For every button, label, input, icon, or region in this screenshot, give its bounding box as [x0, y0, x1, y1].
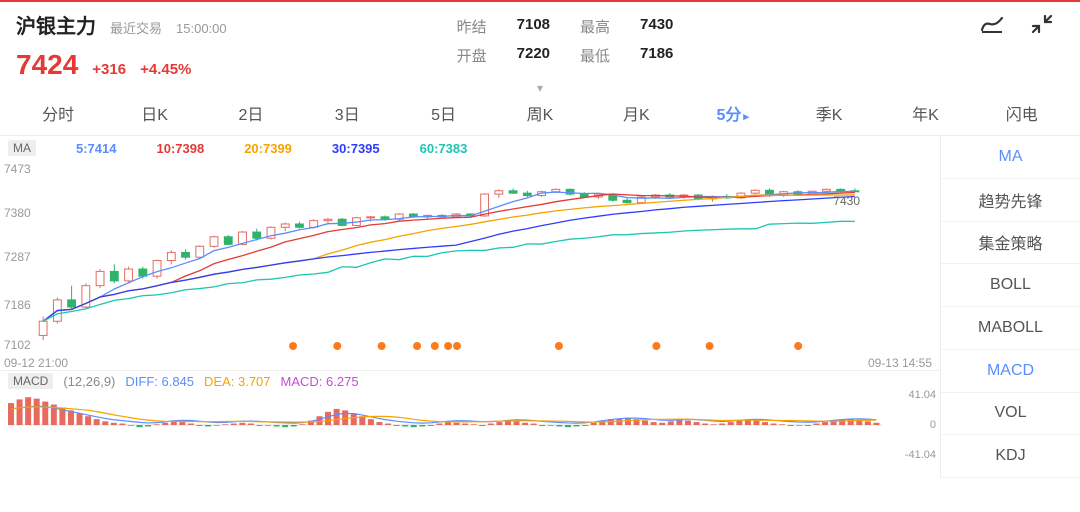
indicator-BOLL[interactable]: BOLL: [941, 264, 1080, 307]
change-abs: +316: [92, 61, 126, 78]
low-label: 最低: [580, 45, 610, 66]
tab-2日[interactable]: 2日: [203, 101, 299, 125]
indicator-趋势先锋[interactable]: 趋势先锋: [941, 179, 1080, 222]
ma-legend-item: 5:7414: [76, 141, 116, 156]
timeframe-tabs: 分时日K2日3日5日周K月K5分▸季K年K闪电: [0, 95, 1080, 136]
draw-icon[interactable]: [978, 10, 1006, 38]
tab-闪电[interactable]: 闪电: [974, 101, 1070, 125]
indicator-MACD[interactable]: MACD: [941, 350, 1080, 393]
x-axis-label: 09-13 14:55: [868, 356, 932, 370]
header: 沪银主力 最近交易 15:00:00 7424 +316 +4.45% 昨结 7…: [0, 2, 1080, 85]
prev-close-label: 昨结: [457, 16, 487, 37]
macd-legend: MACD (12,26,9) DIFF: 6.845 DEA: 3.707 MACD…: [0, 370, 940, 391]
tab-5分[interactable]: 5分▸: [685, 101, 781, 125]
price-chart[interactable]: 7430 7473 7380 7287 7186 7102 09-12 21:00 09-1…: [0, 160, 940, 370]
last-price-marker: 7430: [833, 194, 860, 208]
y-axis-label: 7380: [4, 206, 31, 220]
tab-日K[interactable]: 日K: [106, 101, 202, 125]
open-value: 7220: [517, 45, 550, 66]
symbol-title: 沪银主力: [16, 10, 96, 39]
y-axis-label: 7102: [4, 338, 31, 352]
tab-分时[interactable]: 分时: [10, 101, 106, 125]
header-left: 沪银主力 最近交易 15:00:00 7424 +316 +4.45%: [16, 10, 227, 81]
indicator-KDJ[interactable]: KDJ: [941, 435, 1080, 478]
tab-季K[interactable]: 季K: [781, 101, 877, 125]
macd-y-label: 41.04: [908, 389, 936, 401]
chart-column: MA 5:7414 10:7398 20:7399 30:7395 60:7383 74…: [0, 136, 940, 478]
x-axis-label: 09-12 21:00: [4, 356, 68, 370]
macd-chart[interactable]: 41.04 0 -41.04: [0, 391, 940, 471]
open-label: 开盘: [457, 45, 487, 66]
expand-caret[interactable]: ▾: [0, 81, 1080, 95]
macd-tag: MACD: [8, 373, 53, 389]
last-trade-time: 15:00:00: [176, 21, 227, 36]
tab-3日[interactable]: 3日: [299, 101, 395, 125]
ma-legend-item: 60:7383: [420, 141, 468, 156]
ma-tag: MA: [8, 140, 36, 156]
tab-5日[interactable]: 5日: [395, 101, 491, 125]
header-actions: [978, 10, 1064, 38]
indicator-集金策略[interactable]: 集金策略: [941, 222, 1080, 265]
y-axis-label: 7186: [4, 298, 31, 312]
indicator-MABOLL[interactable]: MABOLL: [941, 307, 1080, 350]
macd-legend-item: DIFF: 6.845: [125, 374, 194, 389]
macd-y-label: 0: [930, 419, 936, 431]
ma-legend: MA 5:7414 10:7398 20:7399 30:7395 60:7383: [0, 136, 940, 160]
high-label: 最高: [580, 16, 610, 37]
macd-legend-item: DEA: 3.707: [204, 374, 271, 389]
ma-legend-item: 20:7399: [244, 141, 292, 156]
y-axis-label: 7473: [4, 162, 31, 176]
ma-legend-item: 10:7398: [156, 141, 204, 156]
tab-周K[interactable]: 周K: [492, 101, 588, 125]
change-pct: +4.45%: [140, 61, 191, 78]
tab-月K[interactable]: 月K: [588, 101, 684, 125]
chart-body: MA 5:7414 10:7398 20:7399 30:7395 60:7383 74…: [0, 136, 1080, 478]
high-value: 7430: [640, 16, 673, 37]
y-axis-label: 7287: [4, 250, 31, 264]
macd-params: (12,26,9): [63, 374, 115, 389]
last-price: 7424: [16, 49, 78, 81]
macd-legend-item: MACD: 6.275: [281, 374, 359, 389]
indicator-sidebar: MA趋势先锋集金策略BOLLMABOLLMACDVOLKDJ: [940, 136, 1080, 478]
low-value: 7186: [640, 45, 673, 66]
macd-y-label: -41.04: [905, 449, 936, 461]
indicator-MA[interactable]: MA: [941, 136, 1080, 179]
indicator-VOL[interactable]: VOL: [941, 393, 1080, 436]
prev-close-value: 7108: [517, 16, 550, 37]
ohlc-grid: 昨结 7108 最高 7430 开盘 7220 最低 7186: [457, 16, 674, 66]
collapse-icon[interactable]: [1030, 12, 1054, 36]
last-trade-label: 最近交易: [110, 18, 162, 37]
ma-legend-item: 30:7395: [332, 141, 380, 156]
tab-年K[interactable]: 年K: [877, 101, 973, 125]
